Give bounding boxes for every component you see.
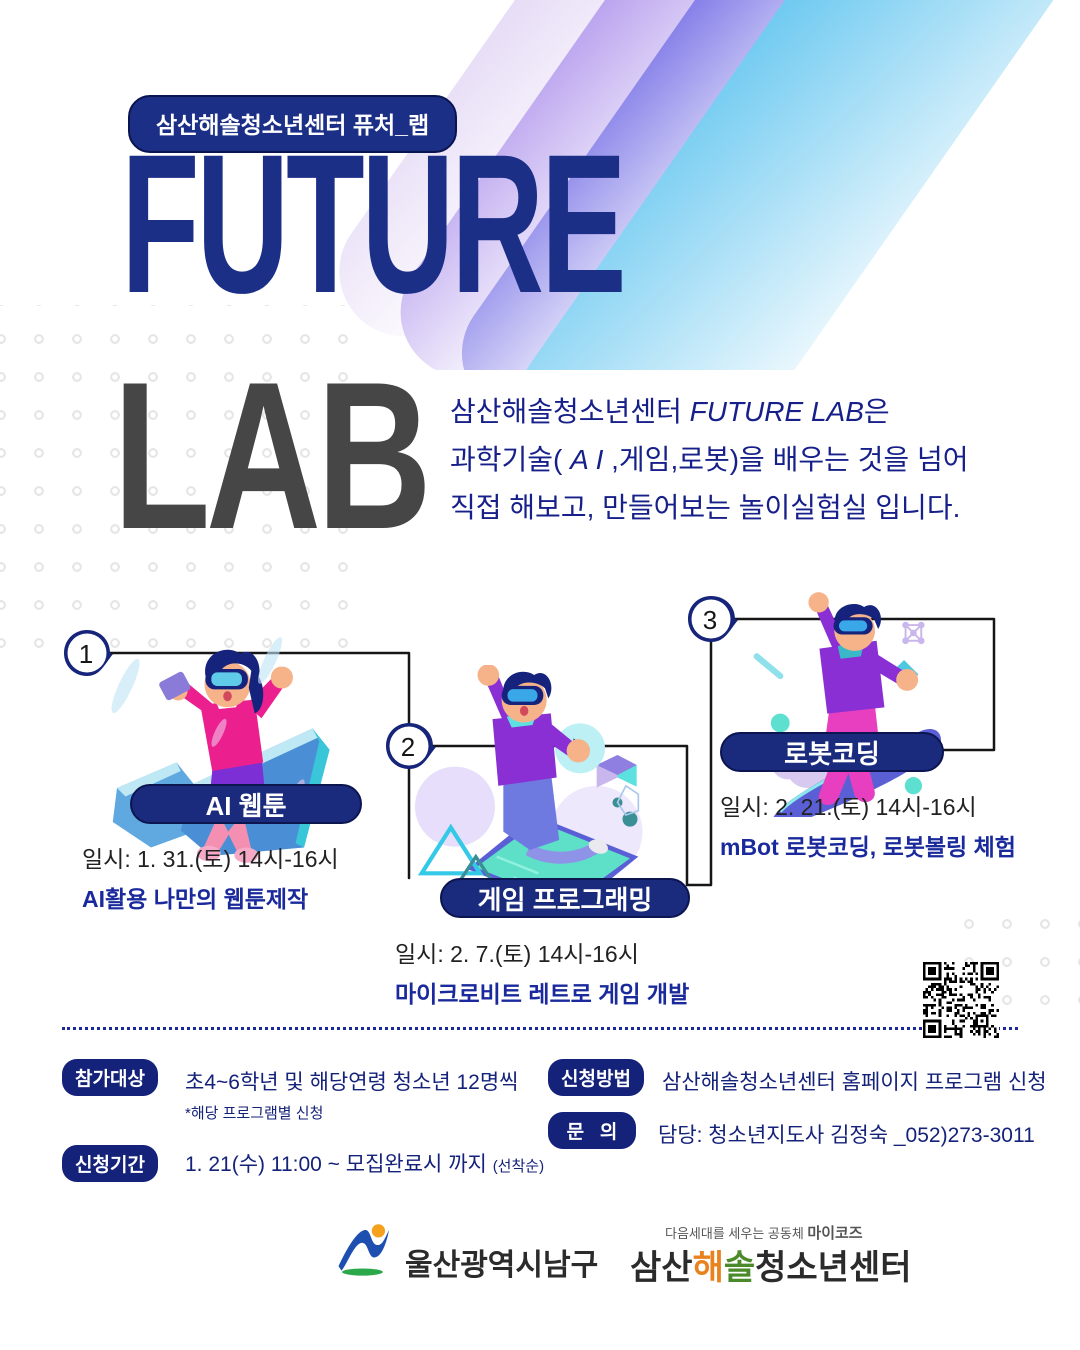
svg-text:1: 1 xyxy=(79,639,93,669)
svg-text:3: 3 xyxy=(703,605,717,635)
